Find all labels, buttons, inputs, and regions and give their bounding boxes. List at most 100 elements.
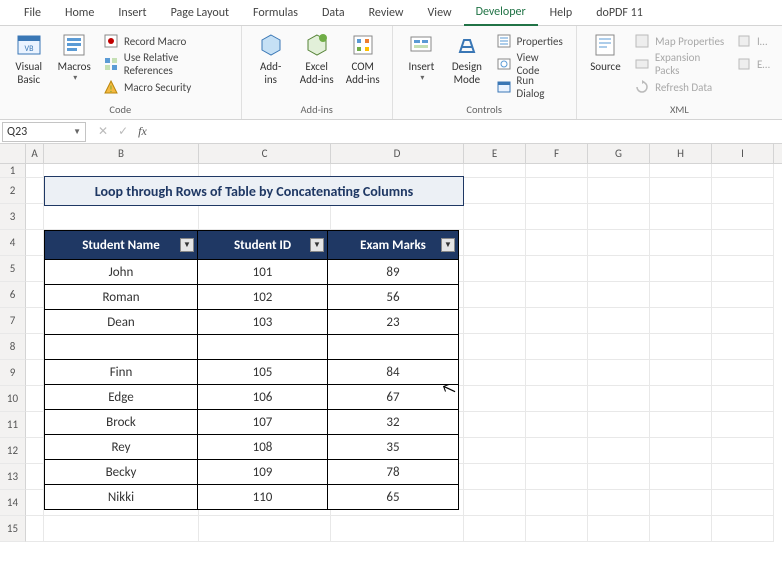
tab-page-layout[interactable]: Page Layout [159, 1, 241, 25]
cell[interactable] [650, 516, 712, 542]
table-cell[interactable]: Dean [45, 310, 198, 335]
table-cell[interactable]: 101 [198, 260, 328, 285]
tab-help[interactable]: Help [538, 1, 585, 25]
cell[interactable] [588, 308, 650, 334]
cell[interactable] [464, 412, 526, 438]
row-header-10[interactable]: 10 [0, 386, 26, 412]
cell[interactable] [650, 204, 712, 230]
tab-formulas[interactable]: Formulas [241, 1, 310, 25]
cell[interactable] [650, 178, 712, 204]
cell[interactable] [26, 438, 44, 464]
table-header[interactable]: Student Name▼ [45, 231, 198, 260]
cell[interactable] [650, 334, 712, 360]
cell[interactable] [526, 256, 588, 282]
cell[interactable] [526, 412, 588, 438]
table-cell[interactable]: Finn [45, 360, 198, 385]
visual-basic-button[interactable]: VB Visual Basic [6, 29, 51, 86]
table-cell[interactable]: 78 [328, 460, 459, 485]
row-header-8[interactable]: 8 [0, 334, 26, 360]
cell[interactable] [464, 360, 526, 386]
row-header-1[interactable]: 1 [0, 164, 26, 178]
table-row[interactable]: John10189 [45, 260, 459, 285]
table-cell[interactable]: Edge [45, 385, 198, 410]
table-cell[interactable]: 65 [328, 485, 459, 510]
insert-control-button[interactable]: Insert [399, 29, 444, 83]
cell[interactable] [526, 334, 588, 360]
cell[interactable] [588, 164, 650, 178]
col-header-H[interactable]: H [650, 144, 712, 163]
col-header-D[interactable]: D [331, 144, 464, 163]
cell[interactable] [588, 204, 650, 230]
table-cell[interactable]: 103 [198, 310, 328, 335]
tab-review[interactable]: Review [357, 1, 416, 25]
cell[interactable] [526, 360, 588, 386]
cell[interactable] [588, 464, 650, 490]
cell[interactable] [26, 412, 44, 438]
formula-input[interactable] [157, 122, 782, 142]
cell[interactable] [526, 282, 588, 308]
design-mode-button[interactable]: Design Mode [444, 29, 489, 86]
cell[interactable] [712, 386, 774, 412]
cell[interactable] [26, 204, 44, 230]
col-header-F[interactable]: F [526, 144, 588, 163]
cell[interactable] [712, 282, 774, 308]
source-button[interactable]: Source [583, 29, 628, 74]
cell[interactable] [26, 334, 44, 360]
row-header-13[interactable]: 13 [0, 464, 26, 490]
tab-dopdf-11[interactable]: doPDF 11 [584, 1, 655, 25]
cell[interactable] [588, 230, 650, 256]
cell[interactable] [712, 516, 774, 542]
view-code-button[interactable]: View Code [494, 54, 566, 74]
cell[interactable] [26, 516, 44, 542]
col-header-G[interactable]: G [588, 144, 650, 163]
tab-insert[interactable]: Insert [106, 1, 158, 25]
cell[interactable] [712, 360, 774, 386]
table-row[interactable]: Roman10256 [45, 285, 459, 310]
cell[interactable] [199, 204, 331, 230]
cell[interactable] [26, 464, 44, 490]
record-macro-button[interactable]: Record Macro [101, 31, 231, 51]
cell[interactable] [464, 386, 526, 412]
cell[interactable] [712, 438, 774, 464]
cell[interactable] [464, 464, 526, 490]
cell[interactable] [331, 204, 464, 230]
cell[interactable] [26, 230, 44, 256]
cell[interactable] [712, 256, 774, 282]
cell[interactable] [650, 438, 712, 464]
table-row[interactable] [45, 335, 459, 360]
filter-dropdown-icon[interactable]: ▼ [180, 238, 194, 252]
use-relative-refs-button[interactable]: Use Relative References [101, 54, 231, 74]
cell[interactable] [526, 308, 588, 334]
cell[interactable] [464, 516, 526, 542]
cell[interactable] [588, 360, 650, 386]
cell[interactable] [464, 230, 526, 256]
cell[interactable] [712, 412, 774, 438]
table-cell[interactable]: 23 [328, 310, 459, 335]
cell[interactable] [26, 164, 44, 178]
cell[interactable] [712, 164, 774, 178]
cell[interactable] [464, 334, 526, 360]
cell[interactable] [464, 438, 526, 464]
cell[interactable] [26, 360, 44, 386]
col-header-C[interactable]: C [199, 144, 331, 163]
name-box-dropdown-icon[interactable]: ▼ [73, 127, 81, 137]
cell[interactable] [650, 164, 712, 178]
cell[interactable] [588, 516, 650, 542]
run-dialog-button[interactable]: Run Dialog [494, 77, 566, 97]
cell[interactable] [650, 412, 712, 438]
row-header-5[interactable]: 5 [0, 256, 26, 282]
cell[interactable] [588, 256, 650, 282]
table-row[interactable]: Dean10323 [45, 310, 459, 335]
table-row[interactable]: Brock10732 [45, 410, 459, 435]
cell[interactable] [650, 386, 712, 412]
cell[interactable] [464, 282, 526, 308]
table-header[interactable]: Exam Marks▼ [328, 231, 459, 260]
row-header-4[interactable]: 4 [0, 230, 26, 256]
table-cell[interactable]: Brock [45, 410, 198, 435]
table-cell[interactable]: 84 [328, 360, 459, 385]
table-cell[interactable]: Becky [45, 460, 198, 485]
cell[interactable] [526, 438, 588, 464]
filter-dropdown-icon[interactable]: ▼ [441, 238, 455, 252]
macros-button[interactable]: Macros [51, 29, 96, 83]
cell[interactable] [712, 308, 774, 334]
